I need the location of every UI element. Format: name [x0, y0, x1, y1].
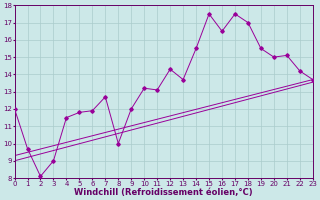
- X-axis label: Windchill (Refroidissement éolien,°C): Windchill (Refroidissement éolien,°C): [74, 188, 253, 197]
